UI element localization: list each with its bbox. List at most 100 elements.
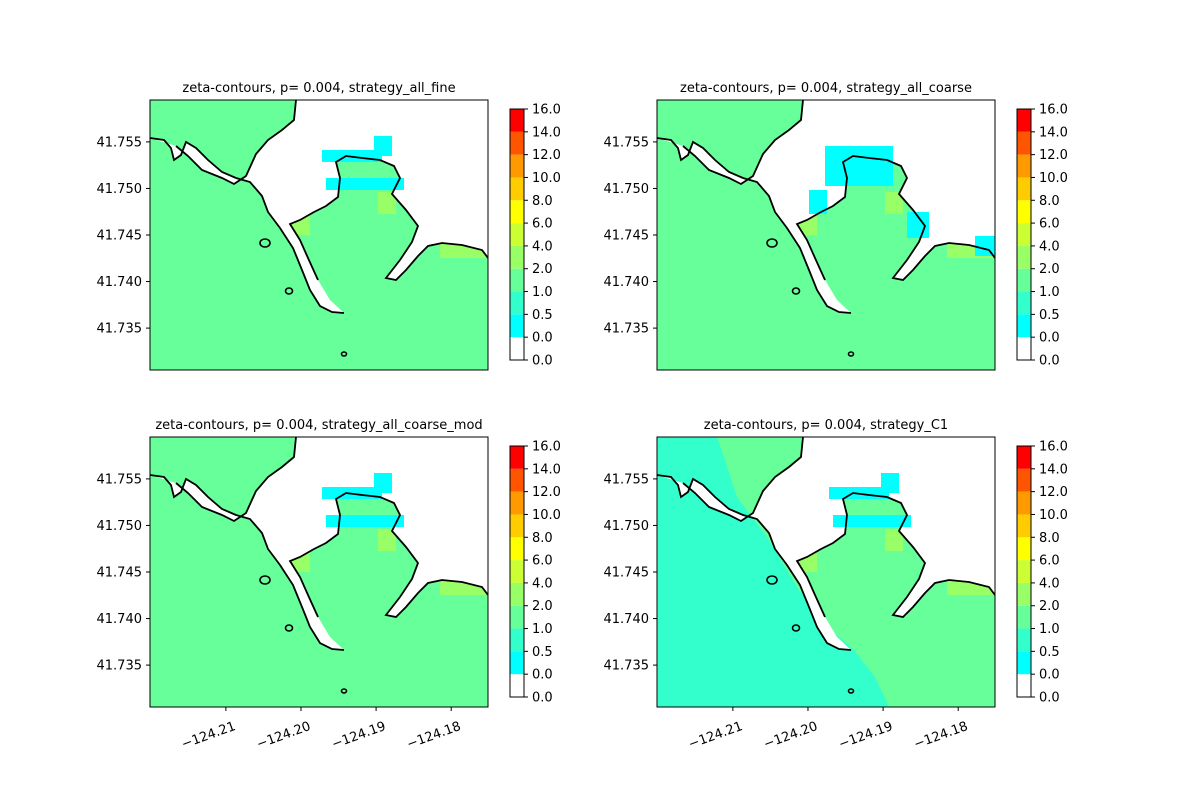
colorbar-segment [1017, 200, 1031, 224]
colorbar-tick-label: 4.0 [1039, 239, 1060, 254]
y-tick-label: 41.740 [97, 275, 143, 290]
colorbar-tick-label: 0.0 [1039, 668, 1060, 683]
y-tick-label: 41.750 [604, 519, 650, 534]
colorbar-segment [510, 291, 524, 315]
x-tick-label: −124.19 [330, 719, 388, 752]
colorbar-tick-label: 12.0 [532, 485, 561, 500]
colorbar-segment [510, 468, 524, 492]
colorbar-segment [1017, 314, 1031, 338]
x-tick-label: −124.21 [687, 719, 745, 752]
shoreline [175, 100, 297, 186]
x-tick-label: −124.20 [762, 719, 820, 752]
panel-2: zeta-contours, p= 0.004, strategy_all_co… [604, 81, 1068, 371]
colorbar-segment [510, 245, 524, 269]
x-tick-label: −124.21 [180, 719, 238, 752]
colorbar-tick-label: 12.0 [1039, 485, 1068, 500]
colorbar-segment [1017, 446, 1031, 469]
colorbar-tick-label: 0.5 [1039, 645, 1060, 660]
colorbar-segment [1017, 109, 1031, 132]
island [340, 351, 348, 357]
y-tick-label: 41.750 [604, 182, 650, 197]
colorbar-frame [1016, 108, 1032, 361]
shoreline [657, 137, 852, 314]
colorbar-segment [510, 177, 524, 201]
colorbar-tick-label: 2.0 [532, 262, 553, 277]
colorbar-segment [1017, 245, 1031, 269]
y-tick-label: 41.740 [604, 275, 650, 290]
island [847, 351, 855, 357]
shoreline [682, 100, 804, 186]
shoreline [150, 474, 345, 651]
colorbar-tick-label: 0.0 [532, 691, 553, 706]
colorbar-tick-label: 6.0 [532, 217, 553, 232]
colorbar-segment [510, 109, 524, 132]
colorbar-tick-label: 10.0 [1039, 508, 1068, 523]
colorbar-tick-label: 0.0 [532, 331, 553, 346]
shoreline [682, 437, 804, 523]
y-tick-label: 41.755 [97, 135, 143, 150]
colorbar-segment [1017, 491, 1031, 515]
island [284, 624, 294, 632]
colorbar-segment [1017, 337, 1031, 360]
patch-level-4 [378, 192, 396, 214]
y-tick-label: 41.755 [97, 472, 143, 487]
panel-title: zeta-contours, p= 0.004, strategy_all_co… [680, 81, 972, 96]
colorbar-tick-label: 0.0 [1039, 691, 1060, 706]
y-tick-label: 41.745 [604, 229, 650, 244]
plot-area [150, 100, 488, 370]
colorbar-tick-label: 16.0 [1039, 103, 1068, 118]
patch-level-4 [885, 192, 903, 214]
y-tick-label: 41.745 [97, 566, 143, 581]
y-tick-label: 41.735 [97, 659, 143, 674]
colorbar-tick-label: 10.0 [532, 508, 561, 523]
colorbar-tick-label: 6.0 [1039, 554, 1060, 569]
colorbar-segment [1017, 268, 1031, 292]
colorbar-tick-label: 6.0 [532, 554, 553, 569]
colorbar-tick-label: 8.0 [1039, 194, 1060, 209]
colorbar-tick-label: 14.0 [532, 125, 561, 140]
shoreline [288, 155, 488, 281]
colorbar-segment [510, 337, 524, 360]
colorbar-tick-label: 0.5 [532, 308, 553, 323]
fringe-level-0-5 [326, 178, 404, 190]
colorbar-tick-label: 14.0 [532, 462, 561, 477]
y-tick-label: 41.750 [97, 182, 143, 197]
land [150, 437, 488, 650]
y-tick-label: 41.750 [97, 519, 143, 534]
colorbar-frame [509, 445, 525, 698]
colorbar-segment [510, 560, 524, 583]
plot-area [657, 437, 995, 707]
panel-3: zeta-contours, p= 0.004, strategy_all_co… [97, 418, 561, 752]
colorbar-segment [1017, 131, 1031, 155]
shoreline [150, 137, 345, 314]
colorbar-segment [510, 314, 524, 338]
colorbar-tick-label: 8.0 [1039, 531, 1060, 546]
panel-title: zeta-contours, p= 0.004, strategy_all_co… [155, 418, 482, 433]
y-tick-label: 41.735 [604, 322, 650, 337]
colorbar-frame [509, 108, 525, 361]
colorbar-segment [1017, 291, 1031, 315]
island [791, 624, 801, 632]
fringe-level-0-5 [374, 473, 392, 493]
colorbar-tick-label: 2.0 [1039, 599, 1060, 614]
island [259, 238, 271, 248]
y-tick-label: 41.755 [604, 472, 650, 487]
land [657, 437, 995, 650]
y-tick-label: 41.740 [604, 612, 650, 627]
shoreline [175, 437, 297, 523]
x-tick-label: −124.18 [912, 719, 970, 752]
colorbar-segment [510, 605, 524, 629]
y-tick-label: 41.745 [97, 229, 143, 244]
colorbar-segment [510, 628, 524, 652]
colorbar-tick-label: 0.0 [1039, 331, 1060, 346]
x-tick-label: −124.20 [255, 719, 313, 752]
plot-area [150, 437, 488, 707]
island [766, 238, 778, 248]
colorbar-segment [1017, 223, 1031, 246]
colorbar-segment [1017, 628, 1031, 652]
colorbar-tick-label: 2.0 [532, 599, 553, 614]
colorbar-tick-label: 0.0 [532, 668, 553, 683]
colorbar-segment [1017, 154, 1031, 178]
colorbar-tick-label: 1.0 [1039, 285, 1060, 300]
x-tick-label: −124.19 [837, 719, 895, 752]
